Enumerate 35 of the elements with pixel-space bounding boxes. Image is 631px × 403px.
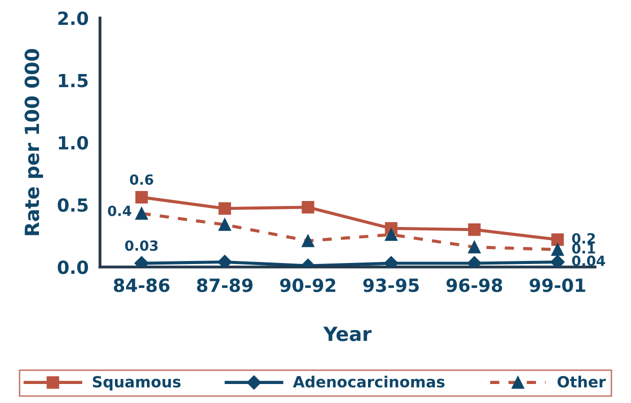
point <box>218 254 232 267</box>
legend-label: Other <box>558 376 606 388</box>
x-tick-label: 96-98 <box>446 278 502 292</box>
legend-label: Squamous <box>92 376 181 390</box>
y-axis-title: Rate per 100 000 <box>24 49 44 236</box>
point <box>551 243 564 256</box>
data-label: 0.2 <box>572 233 595 244</box>
x-tick-label: 87-89 <box>197 278 253 292</box>
point <box>135 207 148 220</box>
point <box>468 240 481 254</box>
point <box>218 218 232 231</box>
data-label: 0.04 <box>572 256 606 266</box>
point <box>302 234 314 248</box>
point <box>468 223 481 236</box>
x-tick-label: 90-92 <box>280 278 336 292</box>
data-label: 0.1 <box>572 243 596 254</box>
point <box>135 191 148 204</box>
data-label: 0.6 <box>130 174 154 185</box>
point <box>218 202 232 215</box>
point <box>550 254 565 267</box>
data-label: 0.4 <box>108 206 132 216</box>
x-axis-title: Year <box>323 326 372 342</box>
data-label: 0.03 <box>125 240 158 251</box>
y-tick-label: 2.0 <box>58 11 88 26</box>
x-tick-label: 84-86 <box>114 278 170 292</box>
x-tick-label: 99-01 <box>530 278 586 292</box>
y-tick-label: 1.0 <box>58 136 88 150</box>
point <box>384 228 398 241</box>
y-tick-label: 0.0 <box>58 260 88 274</box>
point <box>551 233 564 246</box>
x-tick-label: 93-95 <box>363 278 419 292</box>
point <box>302 200 314 214</box>
legend-label: Adenocarcinomas <box>292 376 445 388</box>
y-tick-label: 0.5 <box>58 198 88 212</box>
y-tick-label: 1.5 <box>58 74 88 88</box>
